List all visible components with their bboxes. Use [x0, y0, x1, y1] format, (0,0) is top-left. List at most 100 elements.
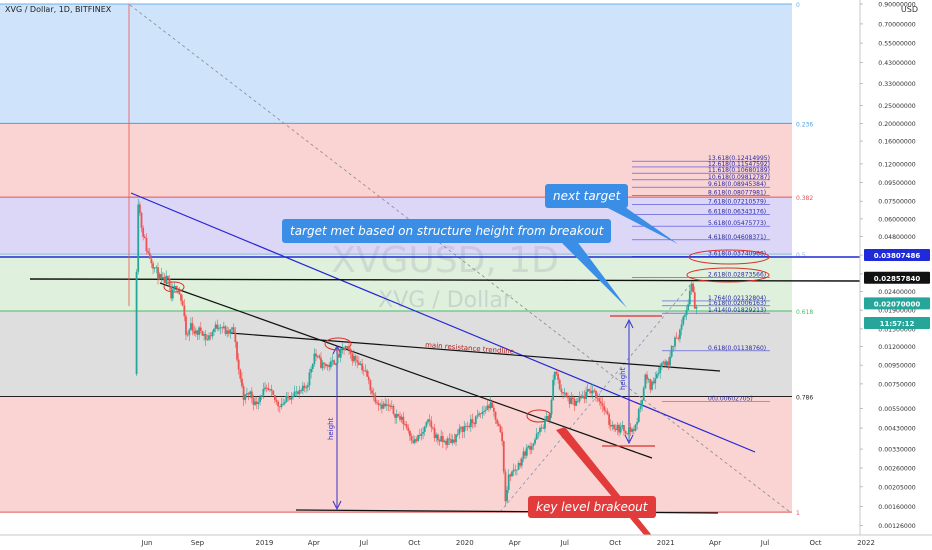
candle-body — [213, 328, 215, 332]
fib-extension-label: 3.618(0.03740968) — [708, 250, 766, 257]
candle-body — [647, 379, 650, 381]
candle-body — [300, 390, 303, 391]
fib-extension-label: 12.618(0.11547592) — [708, 161, 770, 168]
candle-body — [336, 353, 339, 364]
candle-body — [664, 361, 667, 366]
candle-body — [259, 396, 261, 403]
candle-body — [692, 283, 695, 293]
candle-body — [204, 334, 207, 340]
candle-body — [560, 388, 563, 393]
candle-body — [445, 440, 448, 445]
candle-body — [481, 411, 484, 415]
time-axis-layer: Jun Sep 2019 Apr Jul Oct 2020 Apr Jul Oct 2021 Apr J… — [0, 534, 932, 550]
candle-body — [646, 374, 648, 380]
candle-body — [409, 430, 411, 437]
candle-body — [488, 405, 490, 409]
candle-body — [326, 364, 329, 367]
candle-body — [520, 458, 523, 466]
price-tick-label: 0.07500000 — [878, 199, 915, 206]
candle-body — [278, 406, 281, 408]
candle-body — [249, 391, 252, 395]
candle-body — [507, 474, 510, 490]
price-tick-label: 0.00205000 — [878, 484, 915, 491]
price-tick-label: 0.00126000 — [878, 523, 915, 530]
candle-body — [221, 327, 224, 329]
candle-body — [502, 441, 505, 472]
candle-body — [655, 374, 658, 379]
black-horizontal-level — [29, 278, 861, 282]
fib-band — [0, 4, 792, 124]
candle-body — [277, 401, 280, 407]
candle-body — [201, 330, 204, 336]
candle-body — [320, 357, 322, 369]
candle-body — [544, 419, 546, 429]
candle-body — [173, 285, 176, 290]
candle-body — [208, 335, 210, 340]
candle-body — [578, 396, 581, 402]
candle-body — [455, 434, 457, 443]
candle-body — [209, 335, 212, 337]
candle-body — [183, 305, 186, 317]
candle-body — [226, 330, 229, 334]
candle-body — [196, 330, 199, 335]
candle-body — [162, 277, 164, 279]
candle-body — [231, 327, 233, 330]
price-tick-label: 0.06000000 — [878, 216, 915, 223]
main-resistance-trendline — [229, 332, 721, 372]
fib-level-label: 0.5 — [796, 252, 806, 259]
candle-body — [519, 463, 522, 466]
candle-body — [463, 426, 466, 432]
candle-body — [440, 436, 443, 442]
price-tick-label: 0.01500000 — [878, 326, 915, 333]
candle-body — [621, 425, 624, 427]
price-tick-label: 0.12000000 — [878, 161, 915, 168]
candle-body — [616, 424, 619, 431]
candle-body — [690, 283, 693, 291]
candles-layer — [128, 4, 698, 507]
candle-body — [140, 212, 143, 228]
candle-body — [603, 405, 606, 411]
candle-body — [563, 392, 566, 394]
candle-body — [147, 251, 149, 253]
fib-bands-layer — [0, 4, 792, 513]
candle-body — [282, 403, 285, 405]
candle-body — [695, 306, 698, 309]
candle-body — [160, 273, 163, 279]
candle-body — [303, 385, 306, 388]
candle-body — [506, 489, 508, 502]
candle-body — [395, 414, 398, 418]
candle-body — [292, 396, 294, 398]
candle-body — [316, 355, 319, 357]
candle-body — [471, 419, 474, 424]
candle-body — [157, 267, 159, 280]
candle-body — [137, 204, 140, 272]
candle-body — [143, 236, 146, 238]
candle-body — [660, 363, 663, 367]
price-tick-label: 0.00160000 — [878, 504, 915, 511]
candle-body — [297, 391, 299, 394]
candle-body — [218, 328, 220, 330]
time-tick-label: 2019 — [256, 539, 274, 547]
time-tick-label: Jul — [760, 539, 770, 547]
descending-trendline-blue — [130, 192, 756, 453]
fib-band — [0, 310, 792, 397]
candle-body — [163, 277, 166, 284]
fib-extension-label: 7.618(0.07210579) — [708, 198, 766, 205]
price-tick-label: 0.01900000 — [878, 308, 915, 315]
candle-body — [168, 278, 171, 287]
candle-body — [565, 392, 568, 397]
callout-pointer-next-target — [600, 198, 678, 244]
candle-body — [410, 436, 413, 441]
candle-body — [608, 414, 611, 425]
candle-body — [649, 379, 652, 390]
black-descending-trendline — [159, 282, 653, 459]
candle-body — [400, 416, 403, 420]
candle-body — [425, 422, 428, 427]
fib-band — [0, 254, 792, 311]
candle-body — [590, 390, 592, 394]
fib-extension-label: 1.414(0.01829213) — [708, 307, 766, 314]
candle-body — [372, 393, 375, 395]
price-tick-label: 0.00260000 — [878, 465, 915, 472]
candle-body — [354, 356, 357, 361]
